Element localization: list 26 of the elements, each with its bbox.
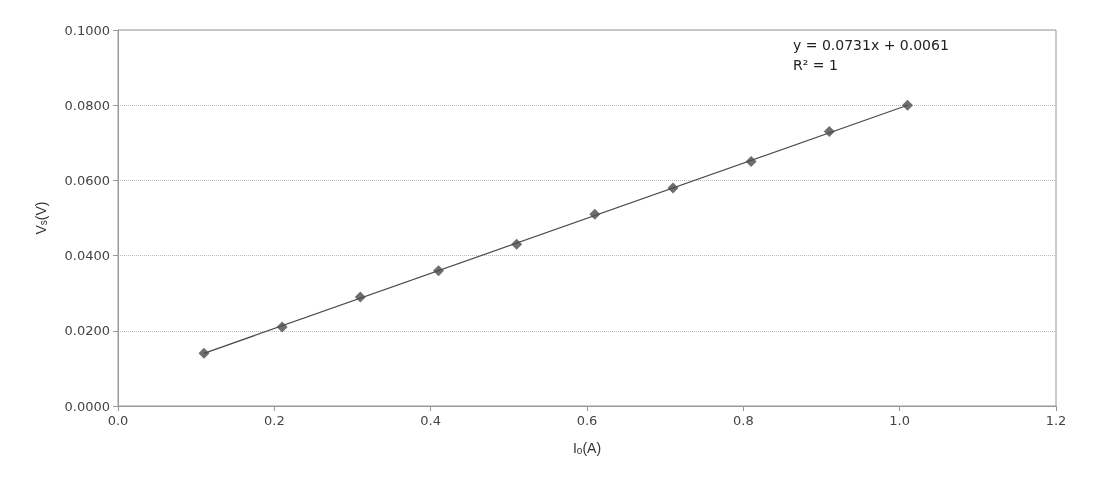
point <box>276 321 288 333</box>
y-tick-label: 0.0200 <box>64 323 110 339</box>
point <box>589 208 601 220</box>
x-tick-label: 0.4 <box>420 413 442 428</box>
point <box>745 156 757 168</box>
x-tick-label: 0.0 <box>107 413 129 428</box>
point <box>511 238 523 250</box>
y-tick-label: 0.0400 <box>64 248 110 264</box>
x-tick-label: 1.2 <box>1045 413 1067 428</box>
annotation: y = 0.0731x + 0.0061 <box>793 37 949 53</box>
point <box>354 291 366 303</box>
point <box>198 347 210 359</box>
x-tick-label: 0.6 <box>576 413 598 428</box>
x-tick-label: 0.2 <box>263 413 285 428</box>
point <box>901 99 913 111</box>
y-tick-label: 0.0000 <box>64 398 110 414</box>
point <box>667 182 679 194</box>
y-tick-label: 0.0600 <box>64 172 110 188</box>
point <box>823 126 835 138</box>
x-tick-label: 0.8 <box>732 413 754 428</box>
y-tick-label: 0.0800 <box>64 97 110 113</box>
x-tick-label: 1.0 <box>889 413 911 428</box>
point <box>432 265 444 277</box>
y-tick-label: 0.1000 <box>64 22 110 38</box>
annotation: R² = 1 <box>792 57 838 73</box>
x-axis-title: Io(A) <box>572 440 602 456</box>
